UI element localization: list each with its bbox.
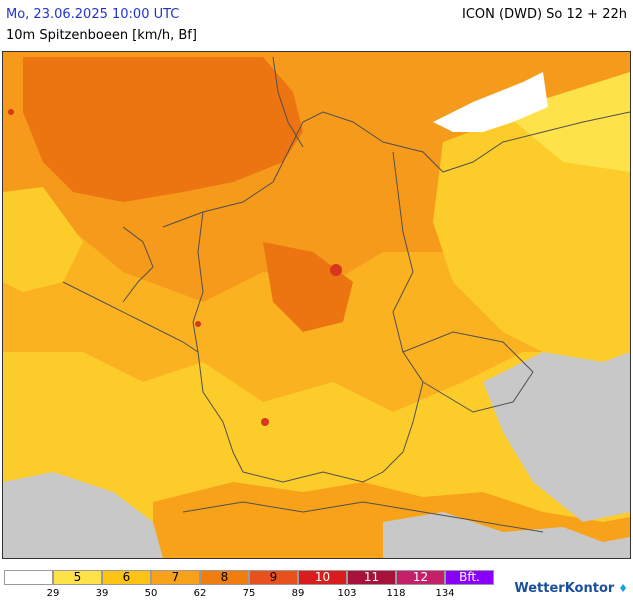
legend-tick-label: 29 [46,588,60,599]
gust-zone-central-dark [263,242,353,332]
gust-zone-north-sea-dark [23,57,303,202]
legend-swatch: 5 [53,570,102,585]
legend-swatch [4,570,53,585]
gust-spot-red [261,418,269,426]
border-france [62,281,199,353]
no-data-southeast [483,352,630,522]
legend-swatch: Bft. [445,570,494,585]
legend-tick-label: 134 [435,588,455,599]
no-data-southwest [3,472,163,558]
gust-spot-red [195,321,201,327]
legend-tick-label: 89 [291,588,305,599]
brand-name: WetterKontor [514,581,615,596]
no-data-alps [383,512,630,558]
legend-swatch: 6 [102,570,151,585]
wind-gust-map[interactable] [2,51,631,559]
legend-tick-label: 118 [386,588,406,599]
gust-spot-red [330,264,342,276]
legend-tick-label: 39 [95,588,109,599]
coastline-netherlands [122,226,154,303]
border-czech [402,331,534,413]
legend-swatch: 11 [347,570,396,585]
legend-swatch: 12 [396,570,445,585]
legend-tick-label: 62 [193,588,207,599]
borders-layer [62,56,630,533]
gust-zone-yellow-west [3,187,83,292]
forecast-datetime: Mo, 23.06.2025 10:00 UTC [6,7,180,22]
calm-zone-baltic [433,72,548,132]
border-germany-south [242,471,384,483]
legend-tick-label: 75 [242,588,256,599]
coastline-north [162,111,630,228]
legend-tick-label: 50 [144,588,158,599]
border-alps [182,501,544,533]
wetterkontor-logo[interactable]: WetterKontor ♦ [514,581,628,596]
coastline-jutland [272,56,304,148]
model-run-label: ICON (DWD) So 12 + 22h [462,7,627,22]
legend-tick-label: 103 [337,588,357,599]
legend-swatch: 8 [200,570,249,585]
border-germany-east [382,151,424,473]
legend-swatch: 7 [151,570,200,585]
gust-zone-yellow-light [503,72,630,172]
legend-swatch: 9 [249,570,298,585]
brand-drops-icon: ♦ [614,582,628,595]
gust-spot-red [8,109,14,115]
legend-swatch: 10 [298,570,347,585]
parameter-label: 10m Spitzenboeen [km/h, Bf] [6,28,197,43]
